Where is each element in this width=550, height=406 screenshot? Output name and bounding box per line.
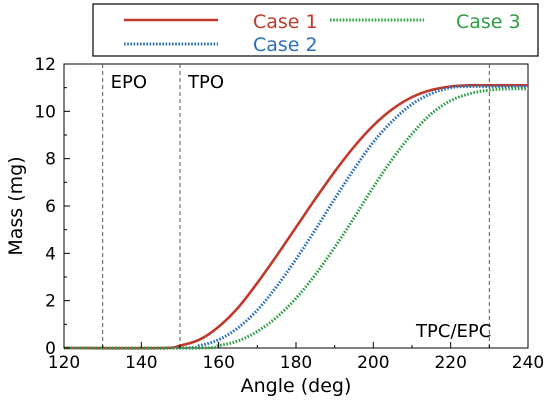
y-tick-label: 2 (45, 292, 56, 312)
x-tick-label: 220 (434, 353, 466, 373)
vline-label: EPO (111, 72, 147, 93)
x-tick-label: 160 (202, 353, 234, 373)
y-tick-label: 8 (45, 150, 56, 170)
y-tick-label: 12 (34, 55, 56, 75)
series-layer (63, 83, 529, 350)
plot-area (63, 63, 529, 349)
x-tick-label: 120 (48, 353, 80, 373)
x-tick-label: 140 (125, 353, 157, 373)
y-tick-label: 10 (34, 102, 56, 122)
y-tick-label: 6 (45, 197, 56, 217)
x-tick-label: 240 (512, 353, 544, 373)
plot-border (63, 63, 529, 349)
y-tick-label: 4 (45, 244, 56, 264)
axis-ticks: 120 140 160 180 200 220 240 0 2 4 6 8 10 12 (34, 55, 544, 373)
series-line-case-2 (63, 84, 528, 350)
y-axis-title: Mass (mg) (5, 156, 27, 255)
legend-box (92, 3, 539, 57)
series-line-case-3 (63, 87, 529, 350)
series-line-case-1 (63, 83, 528, 350)
x-tick-label: 180 (280, 353, 312, 373)
x-axis-title: Angle (deg) (241, 375, 352, 397)
legend-label: Case 1 (253, 11, 318, 33)
y-tick-label: 0 (45, 339, 56, 359)
legend-label: Case 2 (253, 34, 318, 56)
vertical-markers: EPO TPO TPC/EPC (102, 64, 491, 348)
x-tick-label: 200 (357, 353, 389, 373)
legend-label: Case 3 (456, 11, 521, 33)
vline-label: TPC/EPC (415, 321, 491, 342)
vline-label: TPO (187, 72, 224, 93)
